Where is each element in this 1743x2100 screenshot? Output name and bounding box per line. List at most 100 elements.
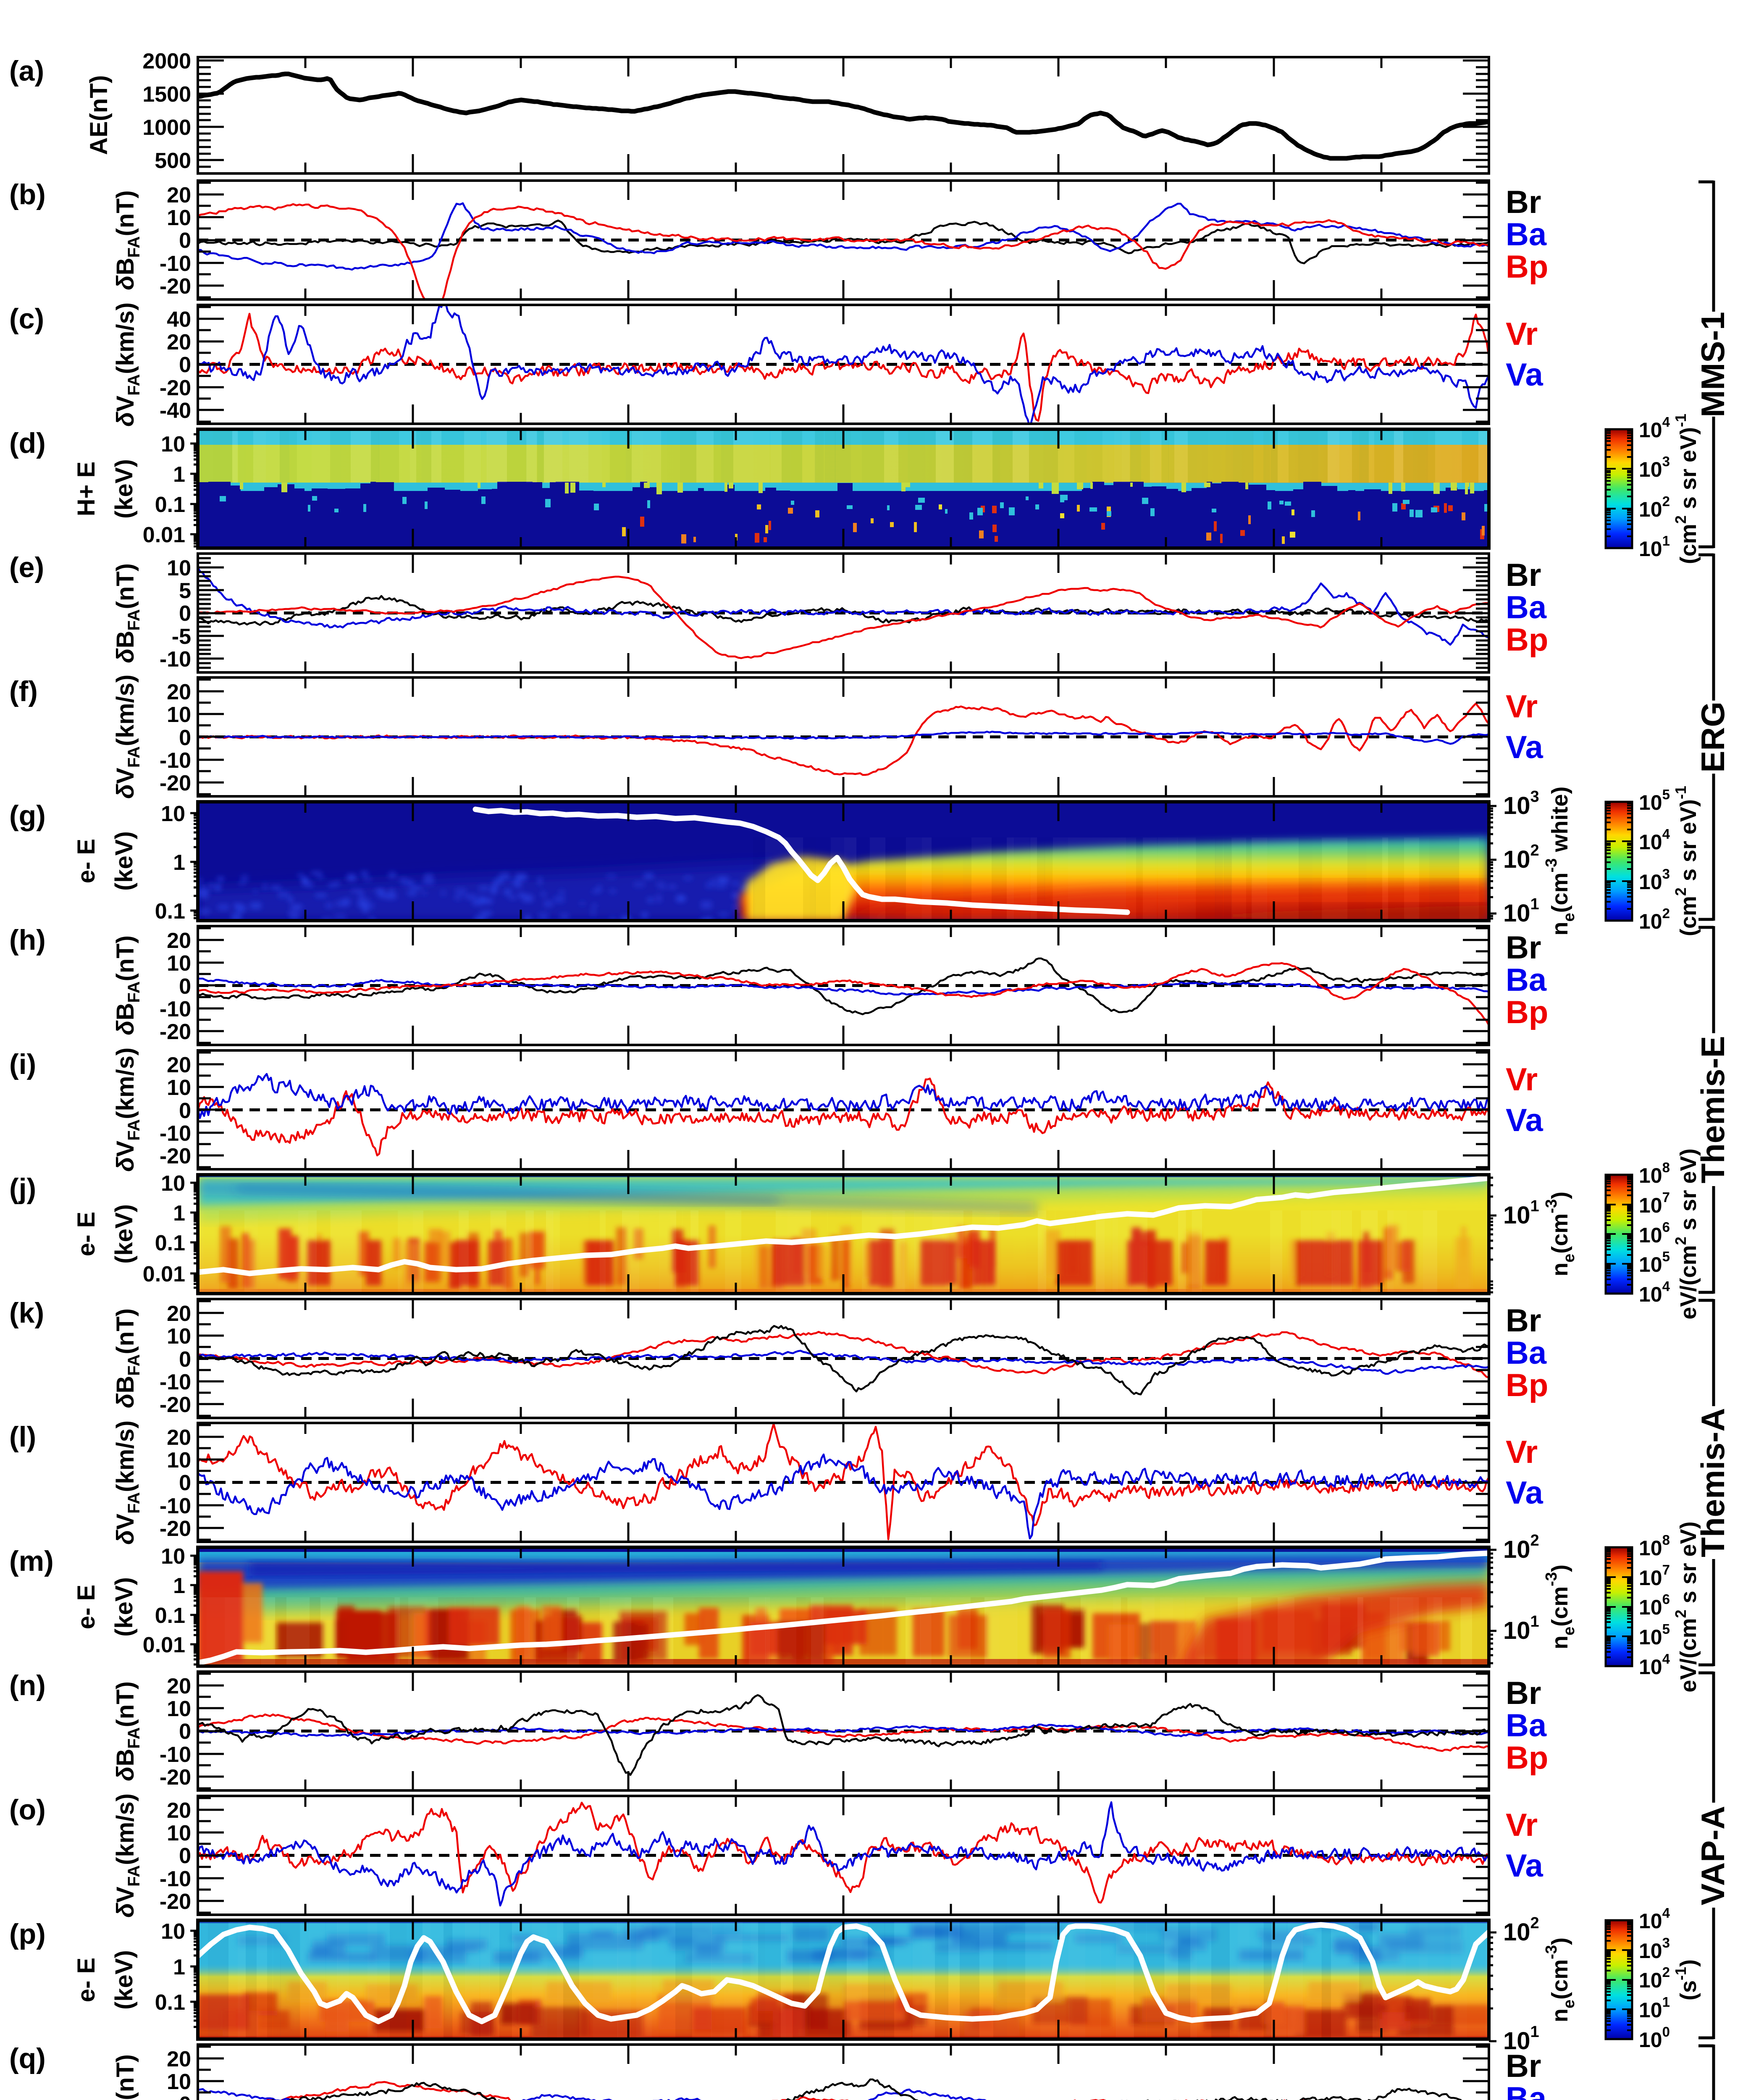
svg-text:-20: -20 bbox=[160, 1393, 191, 1417]
svg-text:-5: -5 bbox=[172, 625, 191, 649]
svg-text:0: 0 bbox=[179, 1471, 191, 1495]
svg-text:-10: -10 bbox=[160, 252, 191, 276]
svg-text:0.1: 0.1 bbox=[155, 1604, 185, 1628]
svg-text:eV/(cm2 s sr eV): eV/(cm2 s sr eV) bbox=[1672, 1148, 1701, 1319]
svg-text:(j): (j) bbox=[9, 1173, 36, 1205]
svg-text:e- E: e- E bbox=[73, 1958, 100, 2002]
svg-text:0: 0 bbox=[179, 726, 191, 750]
svg-text:-20: -20 bbox=[160, 376, 191, 400]
svg-text:Br: Br bbox=[1506, 1303, 1541, 1339]
svg-text:20: 20 bbox=[167, 680, 191, 704]
svg-text:Br: Br bbox=[1506, 930, 1541, 966]
svg-text:eV/(cm2 s sr eV): eV/(cm2 s sr eV) bbox=[1672, 1521, 1701, 1692]
svg-text:(p): (p) bbox=[9, 1918, 46, 1950]
svg-text:10: 10 bbox=[167, 1324, 191, 1349]
svg-text:-20: -20 bbox=[160, 771, 191, 795]
svg-text:-10: -10 bbox=[160, 1743, 191, 1767]
svg-text:(keV): (keV) bbox=[110, 1577, 138, 1637]
svg-text:10: 10 bbox=[161, 802, 185, 826]
svg-text:Themis-E: Themis-E bbox=[1694, 1036, 1731, 1183]
svg-text:(keV): (keV) bbox=[110, 1950, 138, 2010]
svg-text:-10: -10 bbox=[160, 647, 191, 672]
svg-text:20: 20 bbox=[167, 1798, 191, 1823]
svg-text:-20: -20 bbox=[160, 1517, 191, 1541]
svg-text:10: 10 bbox=[167, 1697, 191, 1721]
svg-text:0.1: 0.1 bbox=[155, 1990, 185, 2015]
svg-text:-20: -20 bbox=[160, 1890, 191, 1914]
svg-text:0.1: 0.1 bbox=[155, 1231, 185, 1255]
svg-text:δVFA(km/s): δVFA(km/s) bbox=[112, 1420, 143, 1545]
svg-text:0: 0 bbox=[179, 601, 191, 626]
svg-text:10: 10 bbox=[167, 1448, 191, 1473]
svg-text:1: 1 bbox=[173, 1955, 185, 1979]
svg-text:40: 40 bbox=[167, 307, 191, 332]
svg-text:1: 1 bbox=[173, 462, 185, 487]
svg-text:104: 104 bbox=[1639, 414, 1670, 442]
svg-text:-10: -10 bbox=[160, 1494, 191, 1518]
svg-text:0: 0 bbox=[179, 974, 191, 999]
svg-text:10: 10 bbox=[167, 1076, 191, 1100]
svg-text:δBFA(nT): δBFA(nT) bbox=[112, 1308, 143, 1408]
svg-text:10: 10 bbox=[167, 2070, 191, 2094]
svg-text:MMS-1: MMS-1 bbox=[1694, 312, 1731, 417]
svg-text:Bp: Bp bbox=[1506, 622, 1548, 658]
svg-text:-40: -40 bbox=[160, 399, 191, 423]
svg-text:10: 10 bbox=[161, 1544, 185, 1569]
svg-text:20: 20 bbox=[167, 183, 191, 207]
svg-text:20: 20 bbox=[167, 1674, 191, 1698]
svg-text:(a): (a) bbox=[9, 55, 44, 87]
svg-text:0.01: 0.01 bbox=[143, 1262, 185, 1286]
svg-text:e- E: e- E bbox=[73, 839, 100, 883]
svg-text:Ba: Ba bbox=[1506, 962, 1547, 998]
svg-text:e- E: e- E bbox=[73, 1212, 100, 1256]
svg-text:Va: Va bbox=[1506, 730, 1543, 765]
svg-text:10: 10 bbox=[167, 1821, 191, 1845]
svg-text:Va: Va bbox=[1506, 1475, 1543, 1511]
svg-text:1: 1 bbox=[173, 1574, 185, 1598]
svg-text:0.01: 0.01 bbox=[143, 523, 185, 547]
svg-text:(s-1): (s-1) bbox=[1672, 1959, 1701, 2000]
svg-text:Br: Br bbox=[1506, 2048, 1541, 2084]
svg-text:δBFA(nT): δBFA(nT) bbox=[112, 2054, 143, 2100]
svg-text:(keV): (keV) bbox=[110, 1204, 138, 1264]
svg-text:(b): (b) bbox=[9, 178, 46, 210]
svg-text:500: 500 bbox=[155, 149, 191, 173]
svg-text:(cm2 s sr eV)-1: (cm2 s sr eV)-1 bbox=[1672, 414, 1701, 564]
svg-text:-10: -10 bbox=[160, 748, 191, 773]
svg-text:10: 10 bbox=[161, 1171, 185, 1196]
svg-text:10: 10 bbox=[161, 432, 185, 457]
svg-text:VAP-A: VAP-A bbox=[1694, 1806, 1731, 1906]
svg-text:(o): (o) bbox=[9, 1794, 46, 1826]
svg-text:Bp: Bp bbox=[1506, 995, 1548, 1030]
svg-text:0.1: 0.1 bbox=[155, 493, 185, 517]
svg-text:Vr: Vr bbox=[1506, 1434, 1538, 1470]
svg-text:Vr: Vr bbox=[1506, 316, 1538, 352]
svg-text:-20: -20 bbox=[160, 1020, 191, 1044]
svg-text:Br: Br bbox=[1506, 1675, 1541, 1711]
svg-text:Ba: Ba bbox=[1506, 1335, 1547, 1371]
svg-text:0: 0 bbox=[179, 2092, 191, 2100]
svg-text:(c): (c) bbox=[9, 303, 44, 335]
svg-text:1000: 1000 bbox=[142, 116, 191, 140]
svg-text:Br: Br bbox=[1506, 557, 1541, 593]
svg-text:0: 0 bbox=[179, 1844, 191, 1868]
svg-text:10: 10 bbox=[167, 951, 191, 976]
svg-text:Va: Va bbox=[1506, 1848, 1543, 1884]
svg-text:20: 20 bbox=[167, 1425, 191, 1450]
svg-text:Vr: Vr bbox=[1506, 689, 1538, 724]
svg-text:(f): (f) bbox=[9, 675, 38, 707]
svg-text:(m): (m) bbox=[9, 1545, 54, 1577]
svg-text:Bp: Bp bbox=[1506, 1740, 1548, 1776]
svg-text:Ba: Ba bbox=[1506, 590, 1547, 625]
svg-text:Va: Va bbox=[1506, 1102, 1543, 1138]
svg-text:0.1: 0.1 bbox=[155, 899, 185, 924]
svg-text:10: 10 bbox=[167, 703, 191, 727]
svg-text:0: 0 bbox=[179, 1347, 191, 1372]
svg-text:-10: -10 bbox=[160, 1121, 191, 1146]
svg-text:20: 20 bbox=[167, 929, 191, 953]
svg-text:Vr: Vr bbox=[1506, 1062, 1538, 1097]
svg-text:0: 0 bbox=[179, 228, 191, 253]
svg-text:Vr: Vr bbox=[1506, 1807, 1538, 1843]
svg-text:(i): (i) bbox=[9, 1048, 36, 1080]
svg-text:10: 10 bbox=[167, 206, 191, 230]
